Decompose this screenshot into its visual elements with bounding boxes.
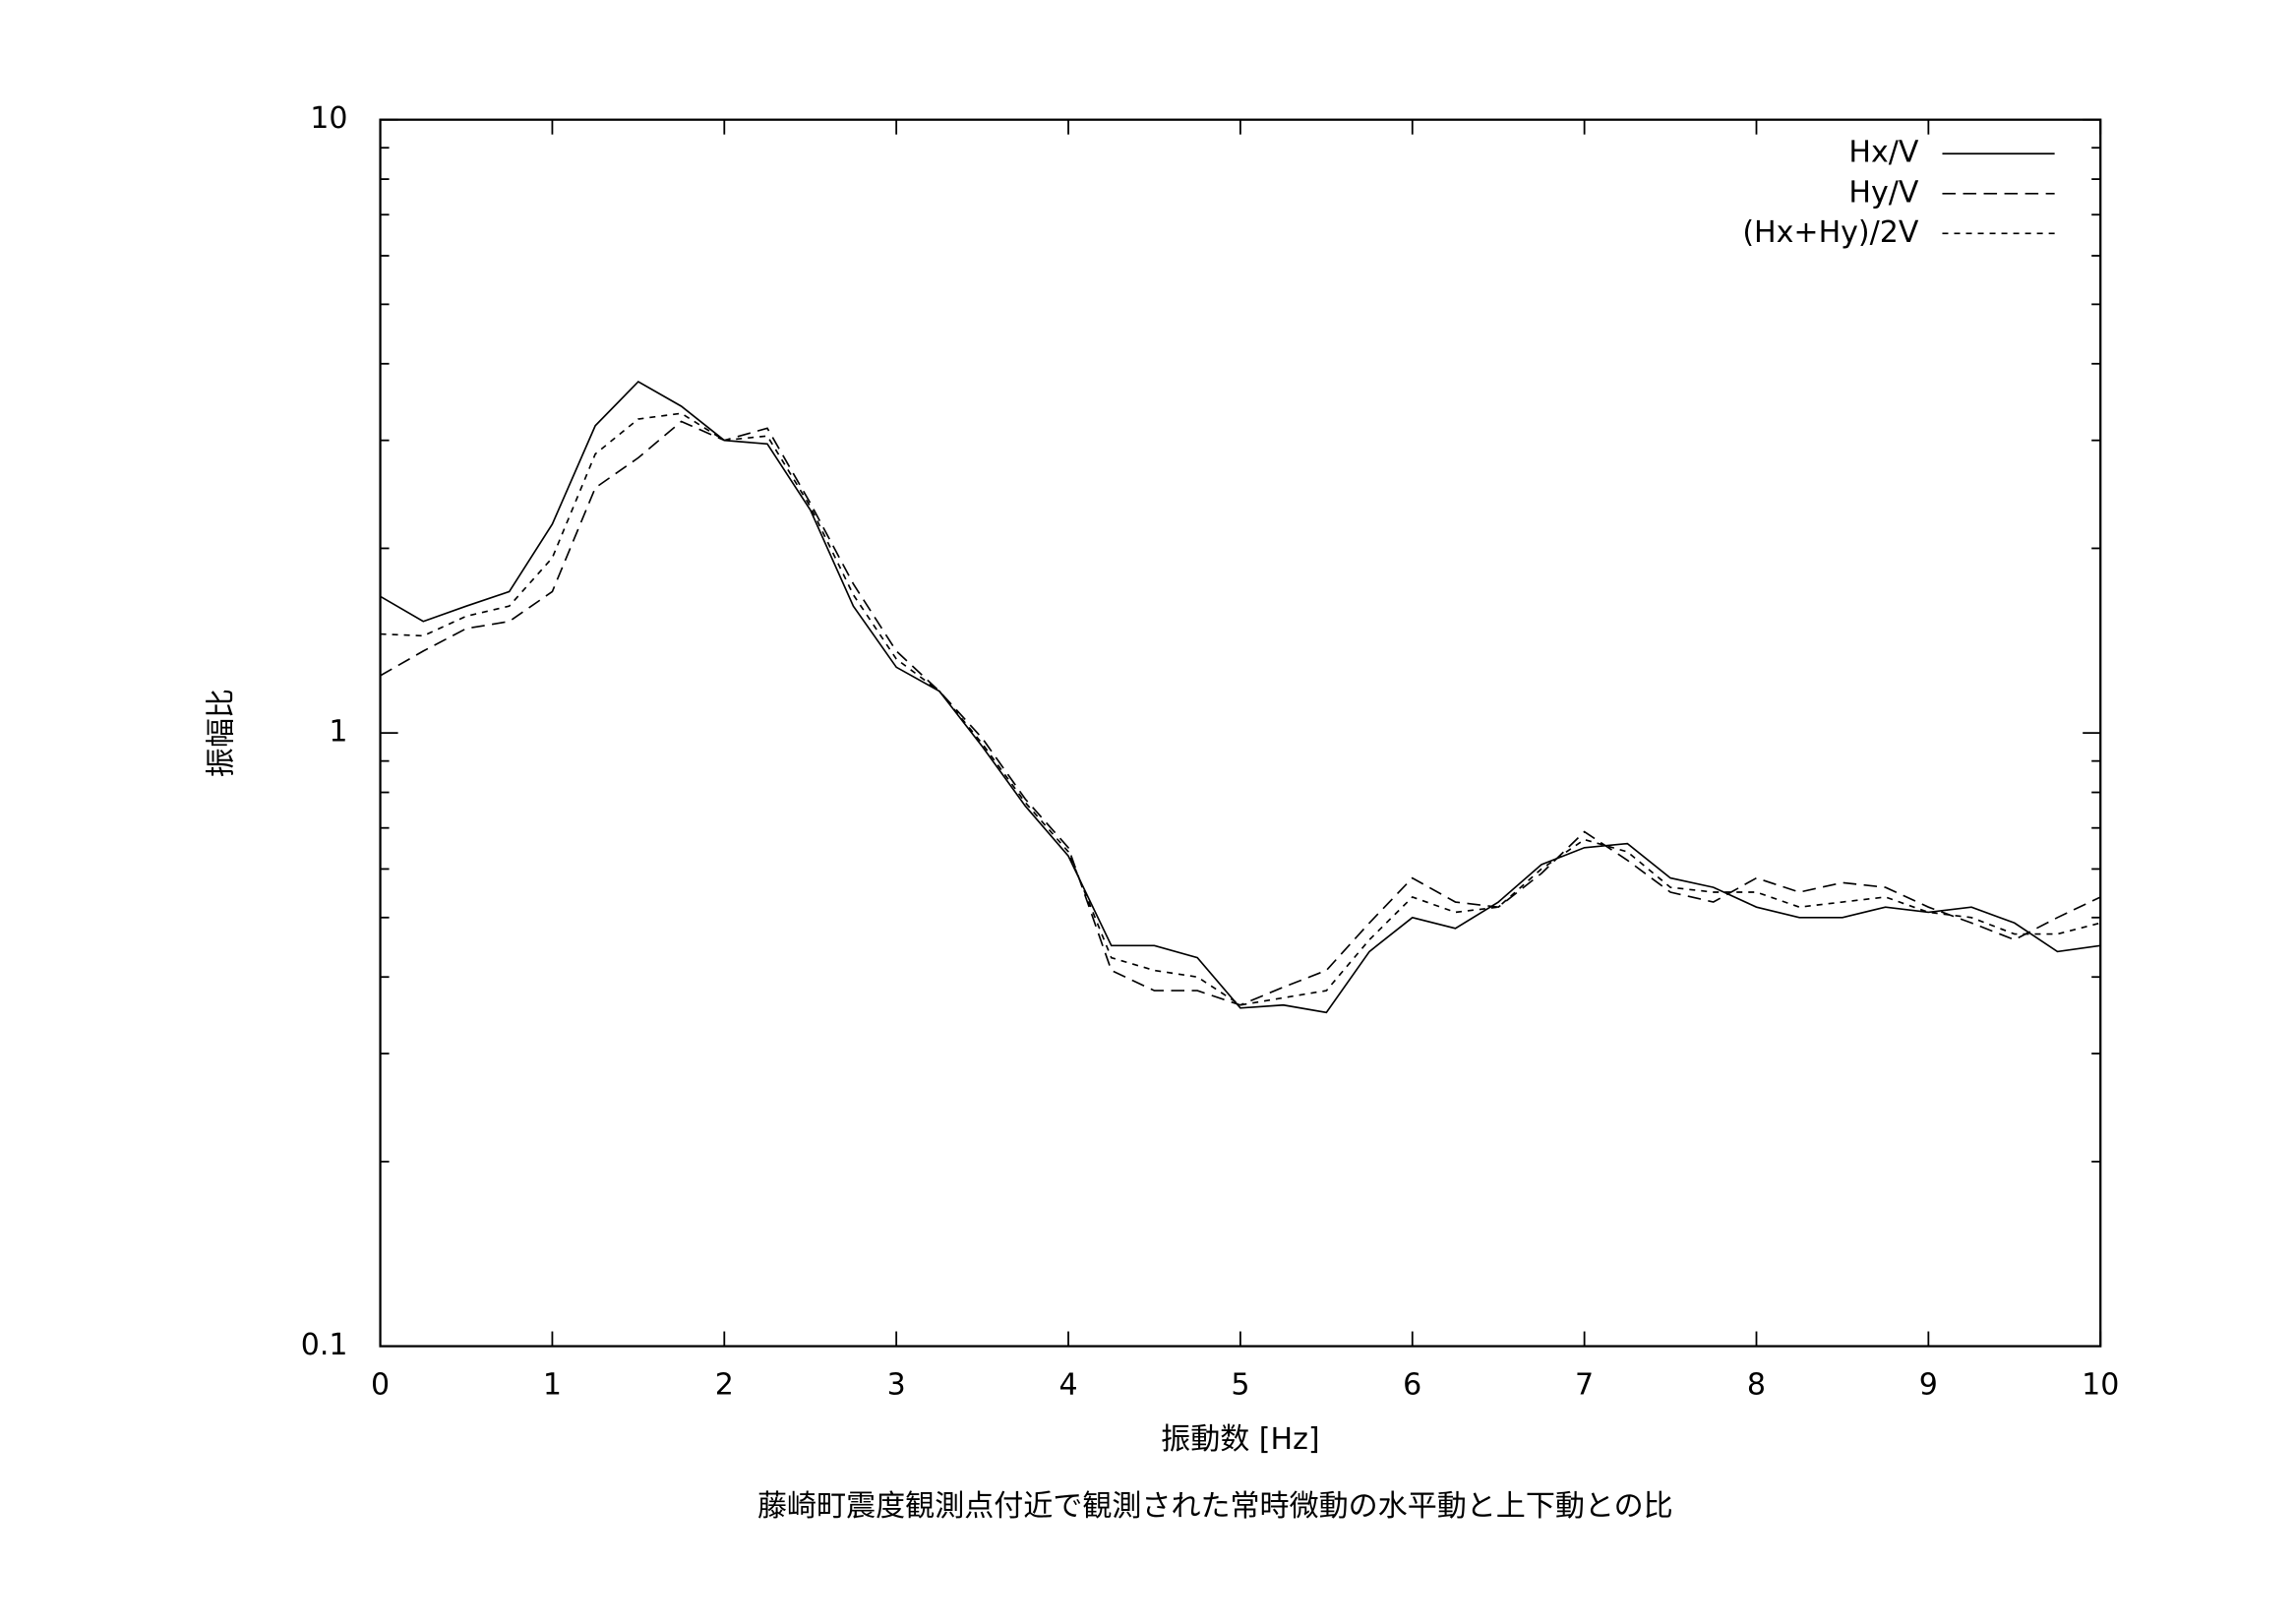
- x-tick-label: 6: [1403, 1368, 1421, 1403]
- data-line: [380, 420, 2101, 1006]
- x-tick-label: 9: [1919, 1368, 1938, 1403]
- y-tick-label: 0.1: [301, 1328, 348, 1362]
- data-line: [380, 380, 2101, 1014]
- plot-frame: [379, 118, 2102, 1348]
- legend-label: Hy/V: [1848, 175, 1918, 210]
- x-tick-label: 8: [1747, 1368, 1766, 1403]
- x-tick-label: 7: [1575, 1368, 1594, 1403]
- legend-label: (Hx+Hy)/2V: [1742, 215, 1919, 250]
- x-tick-label: 4: [1058, 1368, 1077, 1403]
- y-tick-label: 1: [329, 715, 347, 750]
- x-tick-label: 5: [1231, 1368, 1249, 1403]
- x-tick-label: 10: [2082, 1368, 2119, 1403]
- y-axis-label: 振幅比: [204, 689, 238, 777]
- data-line: [380, 412, 2101, 1006]
- legend-label: Hx/V: [1848, 136, 1918, 170]
- caption: 藤崎町震度観測点付近で観測された常時微動の水平動と上下動との比: [757, 1489, 1673, 1524]
- x-tick-label: 3: [887, 1368, 906, 1403]
- x-tick-label: 0: [371, 1368, 390, 1403]
- x-axis-label: 振動数 [Hz]: [1161, 1422, 1319, 1457]
- y-tick-label: 10: [310, 101, 347, 136]
- x-tick-label: 2: [715, 1368, 734, 1403]
- x-tick-label: 1: [543, 1368, 562, 1403]
